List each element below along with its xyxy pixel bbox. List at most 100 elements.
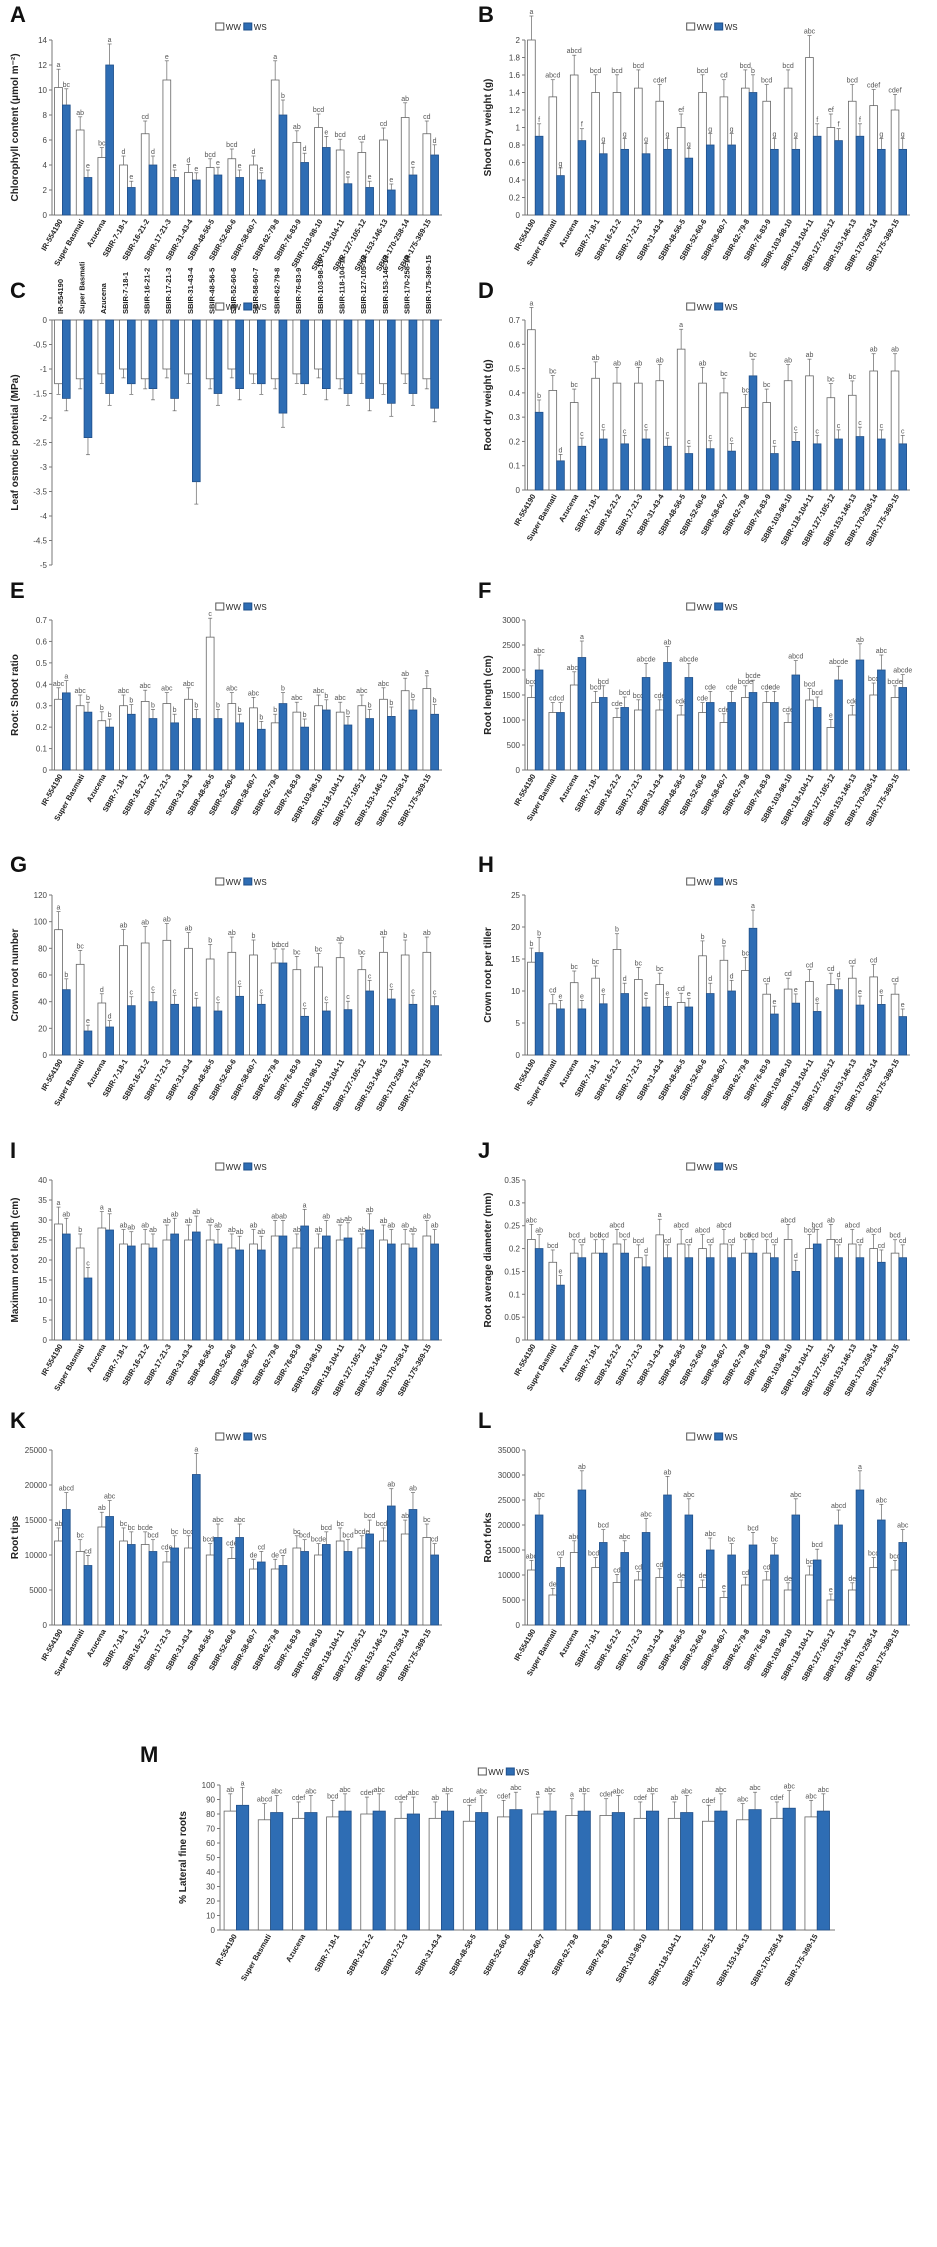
significance-letter: c — [708, 434, 712, 441]
significance-letter: e — [644, 991, 648, 998]
bar-ww-l-10 — [741, 1584, 750, 1626]
category-label: Super Basmati — [78, 261, 87, 314]
significance-letter: e — [829, 712, 833, 719]
significance-letter: ab — [671, 1795, 679, 1802]
significance-letter: ab — [409, 1227, 417, 1234]
significance-letter: abc — [476, 1788, 488, 1795]
significance-letter: abc — [356, 688, 368, 695]
significance-letter: bcd — [598, 679, 609, 686]
bar-ww-a-3 — [119, 164, 128, 216]
bar-ww-h-11 — [762, 993, 771, 1056]
significance-letter: abc — [104, 1493, 116, 1500]
significance-letter: abc — [526, 1553, 538, 1560]
category-label: SBIR-170-258-14 — [748, 1932, 786, 1988]
bar-ws-b-2 — [577, 140, 587, 216]
y-tick-label: 80 — [206, 1810, 215, 1819]
bar-ww-f-8 — [698, 712, 707, 771]
legend-label-ws: WS — [725, 23, 738, 32]
bar-ww-g-9 — [249, 954, 258, 1056]
significance-letter: b — [411, 693, 415, 700]
y-axis-label: Crown root number — [10, 929, 21, 1022]
bar-ws-i-3 — [127, 1245, 136, 1341]
category-label: SBIR-52-60-6 — [481, 1933, 512, 1978]
significance-letter: ab — [293, 124, 301, 131]
bar-ww-e-4 — [140, 701, 150, 771]
bar-ws-l-5 — [641, 1532, 651, 1626]
significance-letter: a — [658, 1212, 662, 1219]
bar-ww-f-2 — [569, 684, 579, 771]
significance-letter: a — [108, 37, 112, 44]
category-label: IR-554190 — [214, 1933, 239, 1968]
bar-ws-l-4 — [620, 1552, 629, 1626]
significance-letter: a — [108, 1207, 112, 1214]
bar-ws-e-10 — [278, 703, 288, 771]
bar-ww-c-9 — [249, 319, 258, 375]
bar-ww-h-4 — [612, 949, 622, 1056]
y-axis-label: Leaf osmotic potential (MPa) — [10, 374, 21, 510]
category-label: SBIR-52-60-6 — [229, 268, 238, 314]
significance-letter: abc — [510, 1785, 522, 1792]
significance-letter: b — [208, 937, 212, 944]
bar-ws-b-17 — [898, 148, 907, 216]
significance-letter: abcde — [829, 659, 848, 666]
bar-ws-i-16 — [408, 1247, 418, 1341]
significance-letter: ab — [141, 1222, 149, 1229]
bar-ww-k-12 — [314, 1554, 323, 1626]
significance-letter: g — [772, 132, 776, 139]
significance-letter: abcd — [567, 665, 582, 672]
significance-letter: bcd — [619, 1233, 630, 1240]
bar-ws-m-11 — [611, 1812, 625, 1931]
bar-ww-b-5 — [634, 87, 643, 216]
significance-letter: ab — [401, 1222, 409, 1229]
significance-letter: e — [858, 989, 862, 996]
bar-ww-h-10 — [741, 970, 750, 1056]
bar-ww-i-17 — [422, 1235, 432, 1341]
bar-ww-m-8 — [497, 1816, 511, 1931]
bar-ww-k-7 — [205, 1554, 215, 1626]
bar-ws-g-5 — [170, 1003, 179, 1056]
significance-letter: d — [108, 1014, 112, 1021]
significance-letter: bc — [171, 1529, 179, 1536]
significance-letter: e — [879, 988, 883, 995]
bar-ws-i-17 — [430, 1243, 439, 1341]
significance-letter: a — [529, 9, 533, 16]
bar-ws-f-11 — [770, 702, 779, 771]
significance-letter: b — [368, 702, 372, 709]
bar-ww-h-12 — [783, 988, 793, 1056]
bar-ww-m-12 — [633, 1817, 647, 1931]
bar-ws-d-4 — [620, 443, 629, 491]
significance-letter: a — [570, 1792, 574, 1799]
significance-letter: ab — [141, 920, 149, 927]
bar-ww-e-7 — [205, 636, 215, 771]
panel-letter-l: L — [478, 1408, 491, 1433]
significance-letter: abcd — [59, 1486, 74, 1493]
y-axis-label: Root forks — [483, 1512, 494, 1562]
bar-ww-c-17 — [422, 319, 432, 380]
significance-letter: c — [815, 428, 819, 435]
bar-ww-g-14 — [357, 969, 367, 1056]
bar-ww-l-13 — [805, 1574, 814, 1626]
bar-ws-k-7 — [213, 1537, 223, 1626]
significance-letter: a — [529, 300, 533, 307]
significance-letter: b — [259, 714, 263, 721]
bar-ww-j-15 — [848, 1243, 857, 1341]
significance-letter: bcd — [868, 1551, 879, 1558]
bar-ww-l-14 — [826, 1599, 836, 1626]
y-tick-label: 0 — [211, 1926, 216, 1935]
bar-ww-b-7 — [676, 127, 686, 216]
bar-ws-l-14 — [834, 1524, 843, 1626]
significance-letter: cd — [856, 1238, 864, 1245]
significance-letter: bcd — [740, 1233, 751, 1240]
significance-letter: cd — [784, 971, 792, 978]
y-tick-label: 4 — [43, 161, 48, 170]
bar-ws-f-7 — [684, 677, 694, 771]
bar-ws-j-7 — [684, 1257, 694, 1341]
bar-ws-d-15 — [855, 436, 865, 491]
bar-ws-k-1 — [83, 1565, 93, 1626]
significance-letter: abc — [339, 1787, 351, 1794]
significance-letter: ab — [226, 1787, 234, 1794]
panel-letter-m: M — [140, 1742, 158, 1767]
significance-letter: ab — [699, 360, 707, 367]
bar-ww-j-5 — [634, 1257, 643, 1341]
legend-label-ws: WS — [725, 303, 738, 312]
